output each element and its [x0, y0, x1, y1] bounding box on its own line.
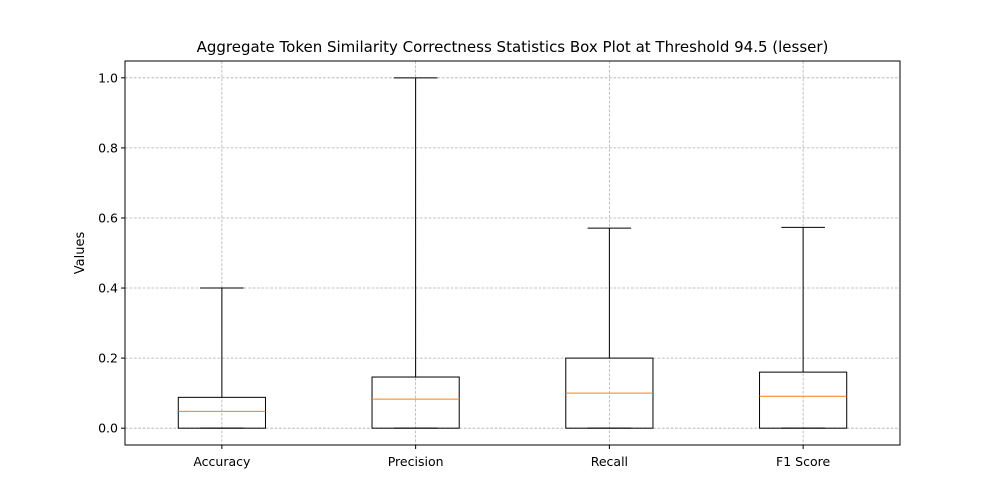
box-iqr	[177, 396, 266, 429]
boxes-layer	[177, 77, 848, 429]
y-axis-label: Values	[73, 232, 88, 275]
x-tick-label: Recall	[591, 454, 628, 469]
box-iqr	[759, 371, 848, 429]
grid-layer	[125, 61, 900, 445]
y-tick-label: 0.0	[98, 421, 118, 436]
y-tick-label: 0.4	[98, 281, 118, 296]
box-group-precision	[371, 77, 460, 429]
chart-title: Aggregate Token Similarity Correctness S…	[197, 38, 829, 56]
x-tick-label: Accuracy	[193, 454, 251, 469]
y-tick-label: 0.2	[98, 351, 118, 366]
box-group-f1-score	[759, 226, 848, 429]
ticks-layer: 0.0 0.2 0.4 0.6 0.8 1.0 Accuracy Precision Recal…	[98, 70, 830, 469]
y-tick-label: 0.6	[98, 210, 118, 225]
y-tick-label: 1.0	[98, 70, 118, 85]
box-group-recall	[565, 227, 654, 429]
y-tick-label: 0.8	[98, 140, 118, 155]
box-group-accuracy	[177, 287, 266, 429]
plot-frame	[124, 60, 901, 446]
box-iqr	[371, 376, 460, 429]
x-tick-label: F1 Score	[776, 454, 830, 469]
x-tick-label: Precision	[388, 454, 444, 469]
